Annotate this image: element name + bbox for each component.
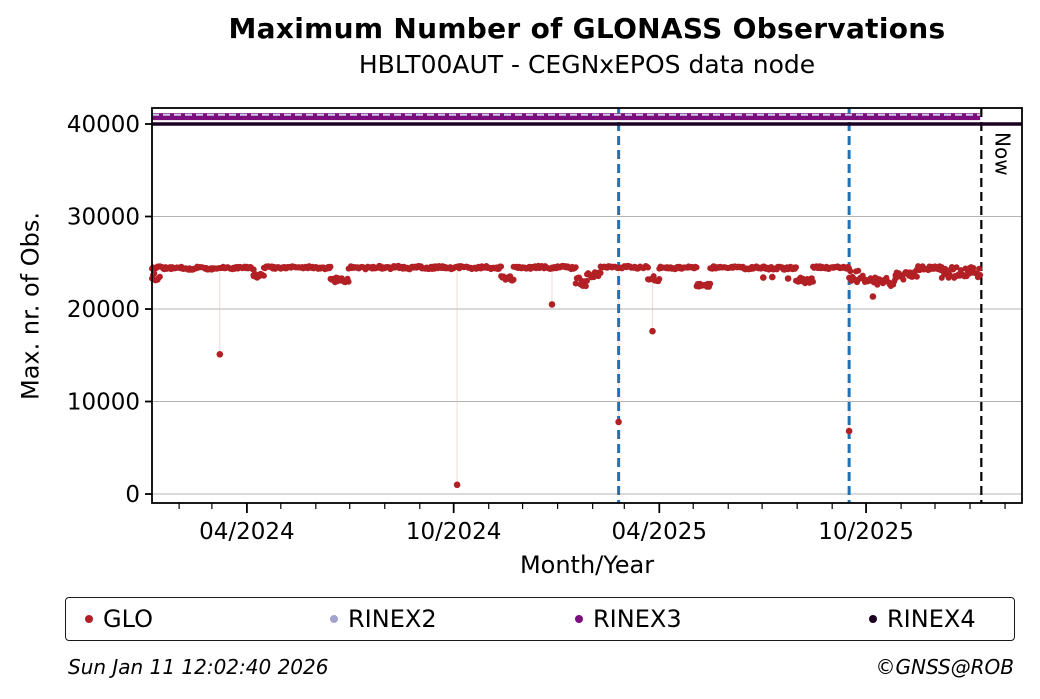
x-tick-label: 10/2024: [406, 519, 502, 545]
rinex2-marker-icon: [330, 615, 338, 623]
x-tick-label: 04/2025: [612, 519, 708, 545]
y-axis-label: Max. nr. of Obs.: [16, 211, 45, 401]
rinex4-marker-icon: [869, 615, 877, 623]
legend-label-rinex3: RINEX3: [593, 605, 682, 633]
legend: GLO RINEX2 RINEX3 RINEX4: [65, 597, 1015, 641]
outlier-connectors: [219, 269, 850, 485]
gridlines: [152, 123, 1022, 495]
legend-item-rinex4: RINEX4: [869, 598, 976, 640]
y-tick-label: 10000: [67, 390, 140, 416]
chart-subtitle: HBLT00AUT - CEGNxEPOS data node: [358, 50, 816, 79]
y-tick-label: 20000: [67, 297, 140, 323]
legend-item-glo: GLO: [85, 598, 153, 640]
axes-frame: [151, 107, 1023, 504]
legend-label-rinex4: RINEX4: [887, 605, 976, 633]
axis-ticks: 0 10000 20000 30000 40000 04/2024 10/2024 04/20…: [67, 112, 1006, 545]
rinex-reference-lines: [152, 113, 1022, 126]
legend-item-rinex3: RINEX3: [575, 598, 682, 640]
rinex3-marker-icon: [575, 615, 583, 623]
x-tick-label: 04/2024: [199, 519, 295, 545]
y-tick-label: 40000: [67, 112, 140, 138]
y-tick-label: 30000: [67, 205, 140, 231]
glo-marker-icon: [85, 615, 93, 623]
copyright-credit: ©GNSS@ROB: [875, 655, 1015, 679]
x-axis-label: Month/Year: [519, 551, 655, 579]
y-tick-label: 0: [125, 482, 140, 508]
vertical-reference-lines: Now: [617, 108, 1014, 503]
plot-timestamp: Sun Jan 11 12:02:40 2026: [68, 655, 329, 679]
chart-title: Maximum Number of GLONASS Observations: [228, 12, 946, 45]
legend-item-rinex2: RINEX2: [330, 598, 437, 640]
x-tick-label: 10/2025: [818, 519, 914, 545]
legend-label-glo: GLO: [103, 605, 154, 633]
now-label: Now: [990, 132, 1014, 176]
legend-label-rinex2: RINEX2: [348, 605, 437, 633]
glo-points: [149, 262, 984, 489]
